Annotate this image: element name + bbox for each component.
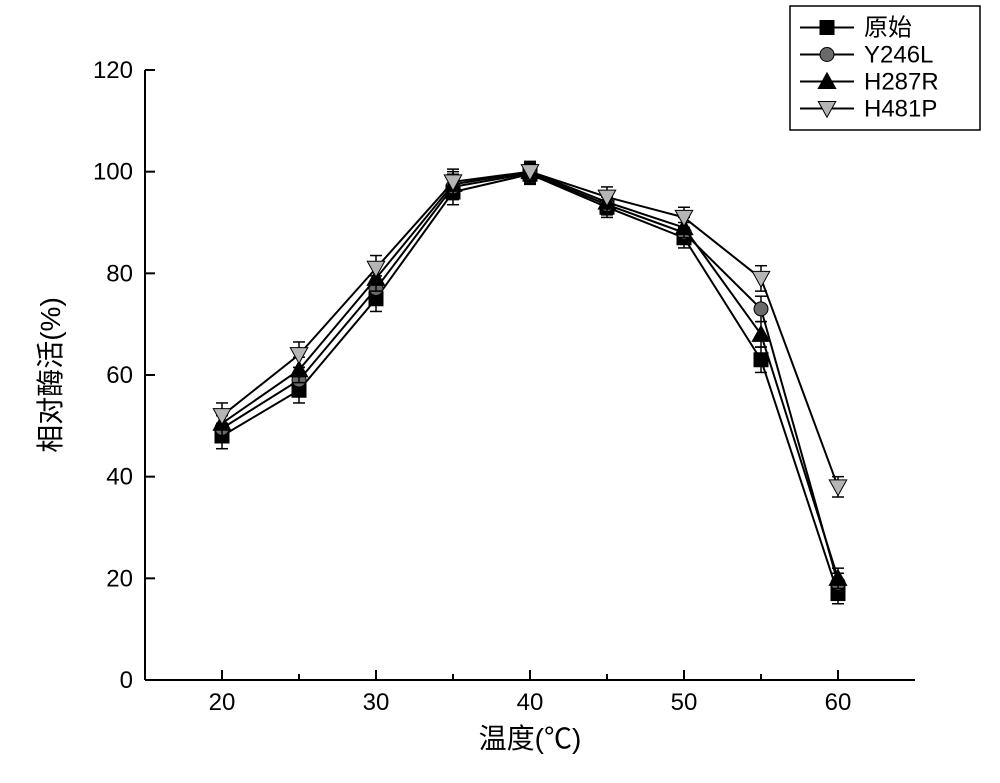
svg-text:50: 50 bbox=[671, 689, 698, 716]
legend-label-original: 原始 bbox=[864, 15, 912, 42]
y-axis-label: 相对酶活(%) bbox=[35, 297, 66, 453]
svg-text:80: 80 bbox=[106, 260, 133, 287]
svg-text:60: 60 bbox=[106, 362, 133, 389]
svg-text:20: 20 bbox=[209, 689, 236, 716]
svg-text:40: 40 bbox=[106, 464, 133, 491]
x-axis-label: 温度(℃) bbox=[479, 723, 582, 754]
series-h481p bbox=[213, 162, 847, 498]
legend-label-y246l: Y246L bbox=[864, 42, 933, 69]
chart-svg: 0 20 40 60 80 100 120 20 30 40 50 60 温度(℃) 相对酶活(%) 原始Y… bbox=[0, 0, 1000, 783]
svg-text:120: 120 bbox=[93, 57, 133, 84]
svg-text:30: 30 bbox=[363, 689, 390, 716]
svg-text:60: 60 bbox=[825, 689, 852, 716]
series-h287r bbox=[213, 162, 847, 589]
svg-text:20: 20 bbox=[106, 565, 133, 592]
legend-label-h481p: H481P bbox=[864, 96, 937, 123]
legend-label-h287r: H287R bbox=[864, 69, 939, 96]
svg-text:40: 40 bbox=[517, 689, 544, 716]
svg-text:100: 100 bbox=[93, 159, 133, 186]
series-original bbox=[215, 164, 845, 604]
legend: 原始Y246LH287RH481P bbox=[790, 6, 980, 130]
svg-text:0: 0 bbox=[120, 667, 133, 694]
chart-container: 0 20 40 60 80 100 120 20 30 40 50 60 温度(℃) 相对酶活(%) 原始Y… bbox=[0, 0, 1000, 783]
